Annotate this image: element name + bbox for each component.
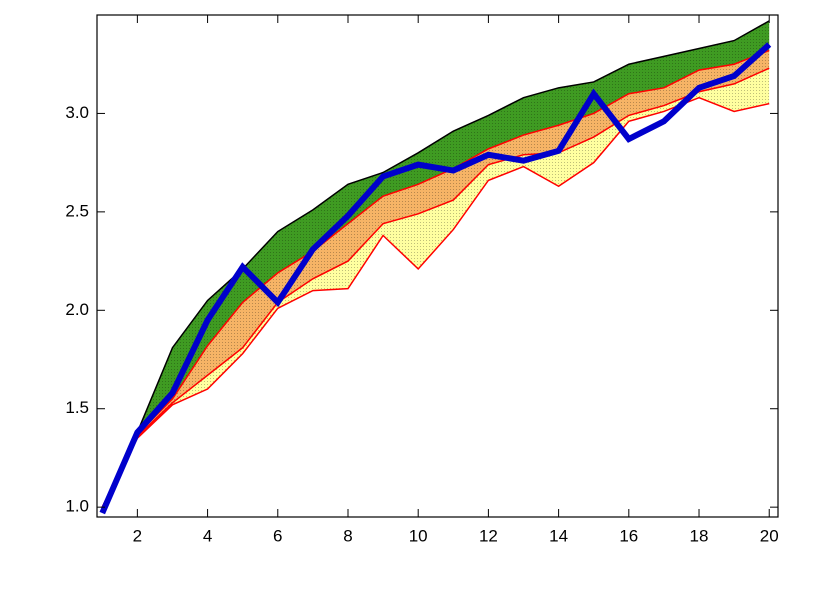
band-texture xyxy=(102,68,770,508)
x-tick-label: 8 xyxy=(343,526,352,545)
y-tick-label: 2.0 xyxy=(65,300,89,319)
x-tick-label: 14 xyxy=(549,526,568,545)
x-tick-label: 12 xyxy=(479,526,498,545)
x-tick-label: 4 xyxy=(203,526,212,545)
x-tick-label: 2 xyxy=(133,526,142,545)
x-tick-label: 20 xyxy=(760,526,779,545)
series-line xyxy=(99,42,772,515)
plot-frame xyxy=(96,14,779,518)
series-line xyxy=(101,96,770,508)
series-line xyxy=(101,67,770,508)
y-tick-label: 1.0 xyxy=(65,497,89,516)
series-line xyxy=(101,20,770,508)
series-line xyxy=(101,49,770,508)
y-tick-label: 3.0 xyxy=(65,103,89,122)
x-tick-label: 6 xyxy=(273,526,282,545)
y-tick-label: 2.5 xyxy=(65,201,89,220)
x-tick-label: 16 xyxy=(619,526,638,545)
y-tick-label: 1.5 xyxy=(65,398,89,417)
x-tick-label: 10 xyxy=(409,526,428,545)
band xyxy=(102,68,770,508)
x-tick-label: 18 xyxy=(690,526,709,545)
